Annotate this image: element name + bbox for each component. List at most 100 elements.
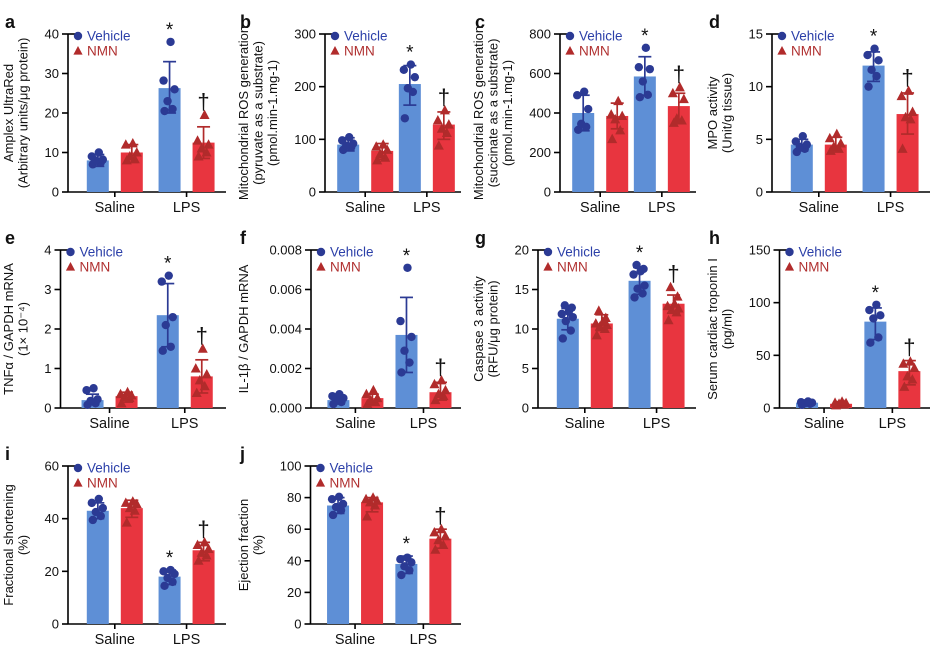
panel-letter: j <box>239 444 245 464</box>
legend-vehicle-label: Vehicle <box>344 29 388 44</box>
panel-e: e TNFα / GAPDH mRNA (1× 10⁻⁴) 0 1 2 3 4 Saline LP… <box>0 224 235 440</box>
panel-letter: c <box>475 12 485 32</box>
legend-nmn-label: NMN <box>579 44 610 59</box>
y-axis-label: Fractional shortening <box>1 484 16 605</box>
data-points-nmn <box>360 492 382 521</box>
y-tick-label: 200 <box>294 79 316 94</box>
data-points-vehicle <box>327 492 347 520</box>
data-points-vehicle <box>797 397 817 410</box>
data-points-nmn <box>667 81 689 127</box>
data-points-vehicle <box>865 300 885 347</box>
panel-f: f IL-1β / GAPDH mRNA 0.000 0.002 0.004 0.006 0… <box>235 224 470 440</box>
x-category-label: Saline <box>564 416 604 432</box>
y-axis-label: Caspase 3 activity <box>471 276 486 382</box>
y-axis-label: Mitochondrial ROS generation <box>471 26 486 200</box>
data-points-nmn <box>605 95 627 144</box>
panel-c: c Mitochondrial ROS generation (succinate … <box>470 0 705 224</box>
bar-saline-nmn <box>825 144 848 192</box>
legend-nmn-label: NMN <box>330 260 361 275</box>
legend-nmn-marker-icon <box>330 46 340 55</box>
y-axis-label: (pmol.min-1.mg-1) <box>265 60 280 166</box>
bar-lps-nmn <box>429 538 452 624</box>
panel-g-chart: g Caspase 3 activity (RFU/μg protein) 0 5 10 1… <box>471 228 696 432</box>
data-points-vehicle <box>157 271 177 355</box>
significance-mark: † <box>903 335 915 360</box>
bar-lps-nmn <box>192 550 215 624</box>
data-points-vehicle <box>396 263 416 377</box>
bar-lps-nmn <box>662 303 685 408</box>
data-points-nmn <box>429 523 451 554</box>
bar-lps-vehicle <box>156 315 179 408</box>
data-points-nmn <box>120 138 142 165</box>
legend-vehicle-marker-icon <box>543 247 552 257</box>
y-tick-label: 80 <box>287 490 301 505</box>
significance-mark: † <box>197 89 209 114</box>
y-tick-label: 2 <box>44 322 51 337</box>
significance-mark: † <box>902 65 914 90</box>
panel-e-chart: e TNFα / GAPDH mRNA (1× 10⁻⁴) 0 1 2 3 4 Saline LP… <box>1 228 226 432</box>
legend-nmn-marker-icon <box>564 46 575 55</box>
bar-saline-vehicle <box>86 510 109 624</box>
y-tick-label: 40 <box>45 27 59 42</box>
significance-mark: * <box>406 43 414 64</box>
bar-lps-vehicle <box>398 84 421 192</box>
legend-vehicle-label: Vehicle <box>329 461 373 476</box>
y-axis-label: (Arbitrary units/μg protein) <box>16 38 31 189</box>
bar-lps-vehicle <box>628 280 651 408</box>
panel-letter: b <box>240 12 251 32</box>
y-tick-label: 800 <box>529 27 551 42</box>
legend-vehicle-label: Vehicle <box>87 29 131 44</box>
y-axis-label: MPO activity <box>705 76 720 149</box>
y-tick-label: 0.000 <box>269 401 302 416</box>
y-tick-label: 0 <box>764 401 771 416</box>
y-tick-label: 0.002 <box>269 361 302 376</box>
legend-vehicle-marker-icon <box>316 463 325 473</box>
legend-nmn-label: NMN <box>329 476 360 491</box>
y-tick-label: 100 <box>294 132 316 147</box>
y-axis-label: (succinate as a substrate) <box>485 39 500 188</box>
y-axis-label: Mitochondrial ROS generation <box>236 26 251 200</box>
legend-nmn-marker-icon <box>777 46 787 55</box>
y-axis-label: (RFU/μg protein) <box>485 280 500 377</box>
data-points-vehicle <box>791 131 812 157</box>
data-points-vehicle <box>399 60 419 123</box>
y-tick-label: 4 <box>44 243 51 258</box>
y-tick-label: 5 <box>521 361 528 376</box>
panel-letter: g <box>475 228 486 248</box>
y-axis-label: (%) <box>16 535 31 555</box>
x-category-label: Saline <box>580 200 620 216</box>
x-category-label: LPS <box>877 200 904 216</box>
panel-letter: f <box>240 228 247 248</box>
data-points-nmn <box>120 496 142 527</box>
panel-d-chart: d MPO activity (Unit/g tissue) 0 5 10 15 Saline… <box>705 12 931 216</box>
y-tick-label: 20 <box>45 564 59 579</box>
y-tick-label: 600 <box>529 66 551 81</box>
y-tick-label: 400 <box>529 106 551 121</box>
y-tick-label: 100 <box>749 295 771 310</box>
panel-h-chart: h Serum cardiac troponin I (pg/ml) 0 50 100 15… <box>705 228 931 432</box>
y-axis-label: (Unit/g tissue) <box>720 73 735 153</box>
y-tick-label: 300 <box>294 27 316 42</box>
y-tick-label: 60 <box>287 522 301 537</box>
significance-mark: † <box>672 61 684 86</box>
legend-vehicle-marker-icon <box>330 31 339 41</box>
legend-vehicle-marker-icon <box>73 463 83 473</box>
panel-a-chart: a Amplex UltraRed (Arbitrary units/μg prot… <box>1 12 226 216</box>
legend-nmn-label: NMN <box>344 44 375 59</box>
x-category-label: LPS <box>173 632 200 648</box>
significance-mark: * <box>635 243 643 264</box>
data-points-vehicle <box>395 553 416 580</box>
y-tick-label: 0 <box>543 185 550 200</box>
y-tick-label: 3 <box>44 282 51 297</box>
x-category-label: LPS <box>642 416 669 432</box>
legend-nmn-marker-icon <box>785 262 795 271</box>
data-points-nmn <box>825 128 847 155</box>
legend-nmn-marker-icon <box>542 262 553 271</box>
data-points-vehicle <box>557 301 577 343</box>
